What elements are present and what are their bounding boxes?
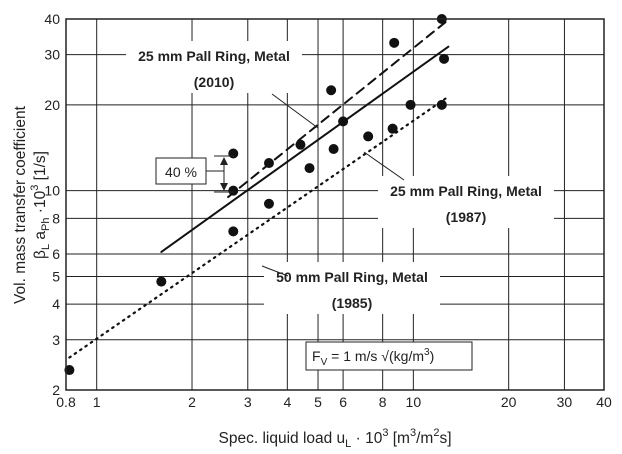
label-1987-name: 25 mm Pall Ring, Metal — [390, 183, 542, 199]
x-tick-label: 5 — [314, 394, 322, 410]
x-title-unit-sup1: 3 — [410, 427, 416, 439]
data-point-series-2 — [405, 99, 416, 110]
y-axis-title: Vol. mass transfer coefficient βL aPh ·1… — [12, 105, 52, 304]
y-title-line1: Vol. mass transfer coefficient — [12, 105, 29, 304]
x-title-main: Spec. liquid load u — [219, 430, 346, 447]
y-title-beta: β — [32, 250, 49, 259]
data-point-series-2 — [228, 185, 239, 196]
data-points — [64, 14, 450, 376]
fit-lines — [68, 18, 451, 359]
data-point-series-3 — [263, 198, 274, 209]
fv-close-paren: ) — [430, 348, 435, 364]
y-tick-label: 20 — [44, 97, 60, 113]
x-title-unit-mid: /m — [416, 430, 433, 447]
x-title-after: · 10 — [351, 430, 382, 447]
y-title-line2: βL aPh ·103 [1/s] — [29, 151, 52, 259]
label-2010-bg — [126, 41, 302, 93]
data-point-series-3 — [64, 365, 75, 376]
fv-value: = 1 m/s √(kg/m — [327, 348, 424, 364]
data-point-series-1 — [389, 37, 400, 48]
callout-1987 — [363, 151, 405, 181]
y-tick-label: 10 — [44, 183, 60, 199]
callout-1985 — [261, 265, 289, 277]
data-point-series-2 — [439, 53, 450, 64]
x-title-unit-pre: [m — [388, 430, 410, 447]
data-point-series-2 — [328, 144, 339, 155]
y-title-a: a — [32, 231, 49, 244]
data-point-series-3 — [387, 123, 398, 134]
x-tick-label: 8 — [379, 394, 387, 410]
x-title-sup: 3 — [382, 427, 388, 439]
label-1987-bg — [378, 176, 554, 228]
callout-2010 — [271, 93, 319, 129]
data-point-series-3 — [304, 163, 315, 174]
data-point-series-2 — [295, 139, 306, 150]
x-tick-label: 4 — [283, 394, 291, 410]
percent-arrow-up-icon — [220, 157, 228, 165]
x-tick-label: 1 — [93, 394, 101, 410]
x-title-unit-post: s] — [439, 430, 451, 447]
y-tick-label: 8 — [52, 210, 60, 226]
data-point-series-2 — [363, 131, 374, 142]
x-tick-label: 30 — [557, 394, 573, 410]
x-tick-label: 20 — [501, 394, 517, 410]
fit-line-series-2 — [160, 45, 450, 253]
fit-line-series-3 — [68, 94, 451, 359]
label-2010-name: 25 mm Pall Ring, Metal — [138, 48, 290, 64]
y-tick-label: 2 — [52, 382, 60, 398]
y-title-sub2: Ph — [40, 218, 52, 231]
y-tick-label: 3 — [52, 332, 60, 348]
label-1985-bg — [264, 262, 440, 314]
data-point-series-3 — [156, 276, 167, 287]
data-point-series-1 — [326, 85, 337, 96]
tick-labels: 0.8 1 2 3 4 5 6 8 10 20 30 40 2 3 4 5 6 8 10 20 30 40 — [44, 11, 612, 410]
data-point-series-2 — [338, 116, 349, 127]
y-title-after: ·10 — [32, 190, 49, 217]
y-title-sub1: L — [40, 244, 52, 250]
fv-superscript: 3 — [424, 347, 430, 358]
percent-arrow-down-icon — [220, 183, 228, 191]
x-title-sub: L — [345, 438, 351, 450]
fv-box — [305, 341, 473, 371]
y-tick-label: 4 — [52, 296, 60, 312]
label-1985-name: 50 mm Pall Ring, Metal — [276, 269, 428, 285]
data-point-series-1 — [228, 148, 239, 159]
y-tick-label: 5 — [52, 269, 60, 285]
y-title-unit: [1/s] — [32, 151, 49, 185]
percent-label: 40 % — [165, 164, 197, 180]
fit-line-series-1 — [227, 18, 451, 199]
y-tick-label: 6 — [52, 246, 60, 262]
y-tick-label: 40 — [44, 11, 60, 27]
y-tick-label: 30 — [44, 47, 60, 63]
x-tick-label: 3 — [244, 394, 252, 410]
x-axis-title: Spec. liquid load uL · 103 [m3/m2s] — [219, 427, 452, 450]
x-tick-label: 40 — [596, 394, 612, 410]
label-1985-year: (1985) — [332, 295, 372, 311]
fv-subscript: V — [321, 357, 328, 368]
x-tick-label: 6 — [339, 394, 347, 410]
x-tick-label: 10 — [406, 394, 422, 410]
fv-symbol: F — [312, 348, 321, 364]
x-tick-label: 0.8 — [56, 394, 76, 410]
data-point-series-3 — [436, 99, 447, 110]
y-title-sup: 3 — [29, 185, 41, 191]
label-2010-year: (2010) — [194, 74, 234, 90]
label-1987-year: (1987) — [446, 209, 486, 225]
x-tick-label: 2 — [188, 394, 196, 410]
plot-frame — [65, 18, 605, 391]
fv-label: FV = 1 m/s √(kg/m3) — [312, 347, 434, 368]
x-title-unit-sup2: 2 — [433, 427, 439, 439]
data-point-series-3 — [228, 226, 239, 237]
data-point-series-2 — [263, 158, 274, 169]
